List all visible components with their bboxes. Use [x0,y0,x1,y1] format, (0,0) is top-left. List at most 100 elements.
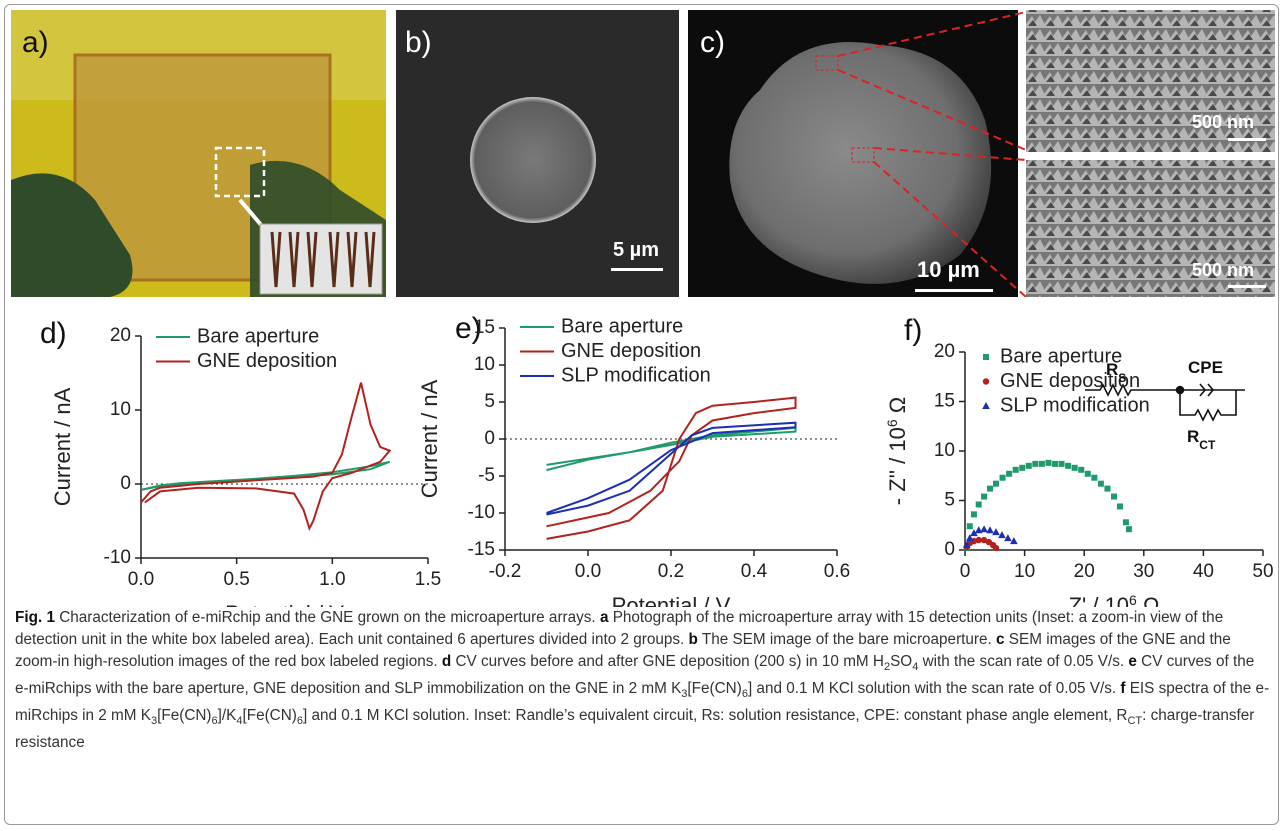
marker [1123,519,1129,525]
caption-text: CV curves before and after GNE depositio… [451,653,884,670]
y-tick-label: 5 [484,391,495,412]
marker [1117,503,1123,509]
y-tick-label: 10 [474,354,495,375]
marker [1065,463,1071,469]
x-tick-label: 1.0 [319,569,345,590]
marker [971,511,977,517]
x-tick-label: 0.0 [128,569,154,590]
marker [1000,475,1006,481]
y-tick-label: 20 [934,341,955,362]
marker [1059,461,1065,467]
panel-label: a) [22,26,49,59]
y-tick-label: 15 [934,391,955,412]
marker [1078,467,1084,473]
panel-label: f) [904,314,922,347]
marker [1126,526,1132,532]
marker [1026,463,1032,469]
y-tick-label: 0 [120,473,131,494]
marker [967,523,973,529]
marker [982,402,990,409]
text-part: Ω [885,397,910,420]
caption-text: [Fe(CN) [242,707,296,724]
marker [983,354,989,360]
caption-text: d [442,653,451,670]
circuit-label: CPE [1188,358,1223,377]
scale-bar-label: 500 nm [1192,112,1254,132]
caption-text: b [689,631,698,648]
caption-text: with the scan rate of 0.05 V/s. [918,653,1128,670]
legend-label: GNE deposition [197,350,337,372]
y-tick-label: -10 [468,502,495,523]
y-tick-label: 10 [110,399,131,420]
marker [1045,460,1051,466]
marker [1006,471,1012,477]
y-tick-label: 10 [934,440,955,461]
x-tick-label: 20 [1074,561,1095,582]
caption-text: CT [1127,715,1142,727]
legend-label: Bare aperture [1000,345,1122,367]
marker [993,481,999,487]
caption-text: The SEM image of the bare microaperture. [698,631,996,648]
y-tick-label: -10 [104,547,131,568]
x-tick-label: 0.5 [223,569,249,590]
x-tick-label: 10 [1014,561,1035,582]
y-tick-label: 15 [474,317,495,338]
caption-text: c [996,631,1005,648]
text-part: R [1187,427,1199,446]
y-axis-label: Current / nA [417,379,442,498]
y-tick-label: 5 [944,490,955,511]
caption-text: ] and 0.1 M KCl solution with the scan r… [748,680,1120,697]
text-part: CT [1199,438,1216,452]
caption: Fig. 1 Characterization of e-miRchip and… [15,607,1270,754]
scale-bar-label: 10 µm [917,257,980,282]
marker [1085,471,1091,477]
marker [986,526,994,533]
x-tick-label: 0 [960,561,971,582]
caption-text: ] and 0.1 M KCl solution. Inset: Randle’… [303,707,1128,724]
x-tick-label: 0.2 [658,561,684,582]
scale-bar-label: 500 nm [1192,260,1254,280]
legend-label: GNE deposition [561,340,701,362]
x-tick-label: 40 [1193,561,1214,582]
legend-label: Bare aperture [561,315,683,337]
marker [1091,475,1097,481]
caption-text: Characterization of e-miRchip and the GN… [55,609,600,626]
marker [980,525,988,532]
text-part: R [1106,360,1118,379]
marker [1032,461,1038,467]
marker [1111,494,1117,500]
marker [981,494,987,500]
marker [1013,467,1019,473]
caption-text: SO [890,653,912,670]
caption-text: e [1128,653,1137,670]
y-axis-label: Current / nA [50,387,75,506]
y-tick-label: 0 [944,539,955,560]
photo-a [11,10,386,297]
y-tick-label: -15 [468,539,495,560]
text-part: Ω [1137,593,1160,607]
marker [1019,465,1025,471]
scale-bar-label: 5 µm [613,239,659,261]
text-part: S [1118,371,1126,385]
legend-label: Bare aperture [197,325,319,347]
text-part: 6 [884,419,900,427]
x-tick-label: 0.4 [741,561,768,582]
y-tick-label: 0 [484,428,495,449]
x-tick-label: 0.0 [575,561,601,582]
marker [1039,461,1045,467]
marker [976,501,982,507]
y-tick-label: 20 [110,325,131,346]
panel-label: b) [405,26,432,59]
marker [993,545,999,551]
x-axis-label: Potential / V [612,593,731,607]
caption-text: ]/K [218,707,237,724]
x-tick-label: 50 [1252,561,1273,582]
y-axis-label: - Z'' / 106 Ω [884,397,910,505]
caption-text: Fig. 1 [15,609,55,626]
text-part: Z' / 10 [1069,593,1129,607]
panel-label: c) [700,26,725,59]
x-tick-label: 0.6 [824,561,850,582]
text-part: CPE [1188,358,1223,377]
marker [983,378,989,384]
marker [1104,486,1110,492]
